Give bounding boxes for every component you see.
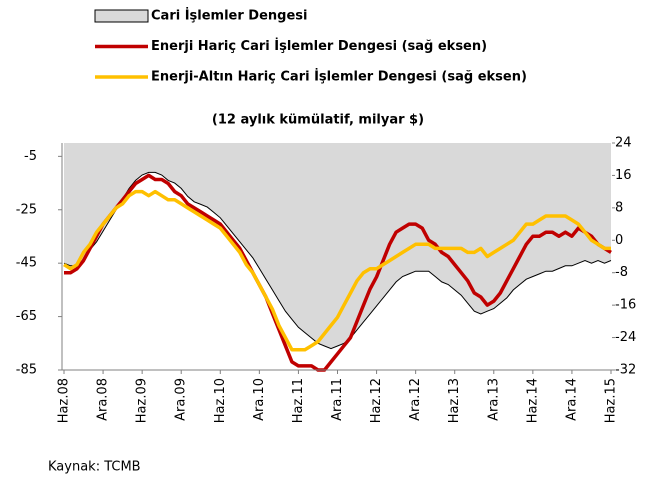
x-tick-label: Ara.08 bbox=[96, 378, 111, 421]
x-tick-label: Haz.10 bbox=[213, 378, 228, 423]
y2-tick-label: -8 bbox=[615, 265, 628, 280]
y2-tick-label: 24 bbox=[615, 136, 632, 151]
y2-tick-label: -24 bbox=[615, 330, 636, 345]
x-tick-label: Haz.08 bbox=[57, 378, 72, 423]
x-tick-label: Haz.15 bbox=[604, 378, 619, 423]
x-tick-label: Haz.11 bbox=[291, 378, 306, 423]
legend-swatch bbox=[94, 9, 149, 23]
x-tick-label: Haz.09 bbox=[135, 378, 150, 423]
y2-tick-label: 8 bbox=[615, 200, 623, 215]
x-tick-label: Ara.11 bbox=[330, 378, 345, 421]
legend-label: Enerji-Altın Hariç Cari İşlemler Dengesi… bbox=[151, 69, 527, 85]
y2-tick-label: -16 bbox=[615, 298, 636, 313]
line bbox=[64, 173, 612, 372]
source-note: Kaynak: TCMB bbox=[48, 460, 141, 475]
y2-tick-label: 16 bbox=[615, 168, 632, 183]
line bbox=[63, 189, 611, 352]
y-tick-label: -5 bbox=[24, 149, 37, 164]
chart-subtitle: (12 aylık kümülatif, milyar $) bbox=[212, 113, 424, 128]
legend-label: Enerji Hariç Cari İşlemler Dengesi (sağ … bbox=[151, 38, 487, 54]
x-tick-label: Ara.13 bbox=[486, 378, 501, 421]
area bbox=[64, 143, 611, 349]
y-tick-label: -25 bbox=[16, 202, 37, 217]
y2-tick-label: 0 bbox=[615, 233, 623, 248]
x-tick-label: Haz.13 bbox=[447, 378, 462, 423]
x-tick-label: Ara.10 bbox=[252, 378, 267, 421]
x-tick-label: Haz.12 bbox=[369, 378, 384, 423]
x-tick-label: Ara.12 bbox=[408, 378, 423, 421]
y2-tick-label: -32 bbox=[615, 363, 636, 378]
y-tick-label: -65 bbox=[16, 309, 37, 324]
x-tick-label: Ara.14 bbox=[564, 378, 579, 421]
x-tick-label: Haz.14 bbox=[525, 378, 540, 423]
y-tick-label: -85 bbox=[16, 363, 37, 378]
x-tick-label: Ara.09 bbox=[174, 378, 189, 421]
legend-label: Cari İşlemler Dengesi bbox=[151, 8, 308, 24]
area-line bbox=[63, 171, 612, 350]
y-tick-label: -45 bbox=[16, 256, 37, 271]
